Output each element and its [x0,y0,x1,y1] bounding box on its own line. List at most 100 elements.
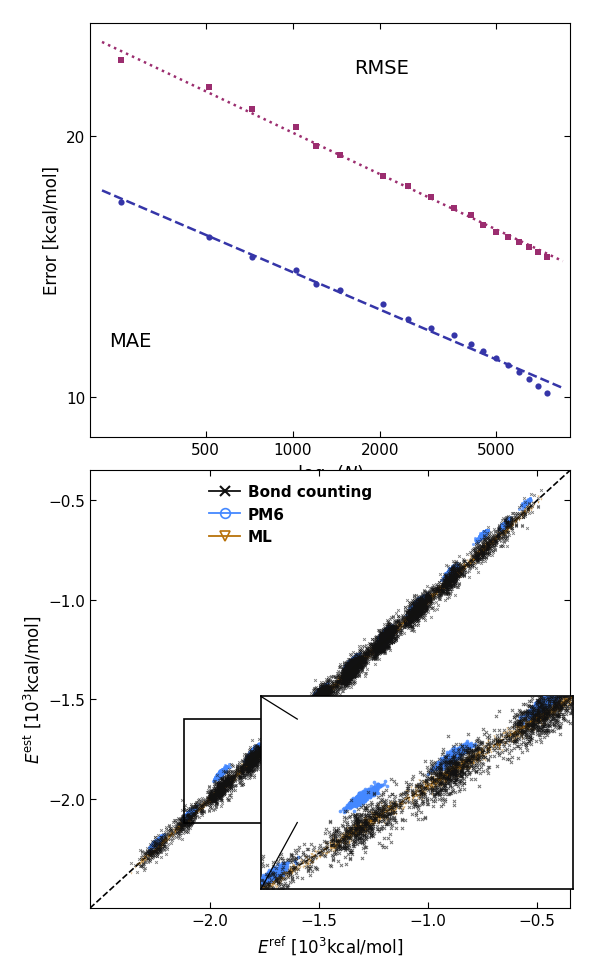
Point [368,642,378,657]
Point [286,718,296,733]
Point [439,772,449,787]
Point [408,601,418,616]
Point [347,653,356,669]
Point [343,658,353,674]
Point [343,655,353,671]
Point [243,759,253,775]
Point [245,875,255,891]
Point [346,824,355,839]
Point [412,806,421,822]
Point [539,698,549,713]
Point [280,726,290,741]
Point [382,633,391,649]
Point [220,764,230,779]
Point [448,562,457,578]
Point [277,723,286,738]
Point [286,712,295,727]
Point [311,687,321,702]
Point [316,684,326,700]
Point [206,791,216,806]
Point [501,520,511,535]
Point [252,749,262,764]
Point [376,635,385,651]
Point [344,658,354,674]
Point [277,728,286,744]
Point [565,693,575,708]
Point [545,694,554,709]
Point [352,653,361,669]
Point [304,709,313,725]
Point [348,653,358,668]
Point [382,617,392,632]
Point [346,653,355,669]
Point [250,749,260,764]
Point [522,743,532,758]
Point [376,645,386,660]
Point [212,785,222,801]
Point [250,753,260,769]
Point [215,767,225,782]
Point [314,681,323,697]
Point [345,655,355,671]
Point [378,625,388,640]
Point [360,790,370,805]
Point [447,570,457,585]
Point [337,833,346,849]
Point [272,874,281,889]
Point [352,649,361,664]
Point [251,751,260,766]
Point [550,691,559,706]
Point [521,496,530,511]
Point [177,815,187,830]
Point [452,745,462,760]
Point [416,603,426,618]
Point [380,626,389,641]
Point [249,743,259,758]
Point [527,704,537,720]
Point [158,941,168,956]
Point [379,631,388,647]
Point [416,591,425,606]
Point [412,596,422,611]
Point [511,724,521,739]
Point [359,810,368,825]
Point [177,922,187,937]
Point [383,629,393,645]
Point [215,768,224,783]
Point [365,784,375,800]
Point [161,831,171,847]
Point [455,560,464,576]
Point [556,700,565,715]
Point [563,676,572,691]
Point [446,562,456,578]
Point [479,547,488,562]
Point [448,756,457,772]
Point [214,786,223,801]
Point [349,826,358,842]
Point [407,623,417,638]
Point [353,660,363,676]
Point [530,701,540,716]
Point [456,567,466,582]
Point [419,609,429,625]
Point [524,703,533,719]
Point [473,550,483,565]
Point [387,628,397,644]
Point [413,602,423,617]
Point [539,701,549,716]
Point [533,702,543,717]
Point [404,616,413,631]
Point [412,598,422,613]
Point [287,868,296,883]
Point [389,618,399,633]
Point [280,716,290,731]
Point [281,732,290,748]
Point [265,743,275,758]
Point [239,759,249,775]
Point [353,651,363,666]
Point [467,549,476,564]
Point [448,749,458,764]
Point [279,721,289,736]
Point [598,674,600,689]
Point [244,757,254,773]
